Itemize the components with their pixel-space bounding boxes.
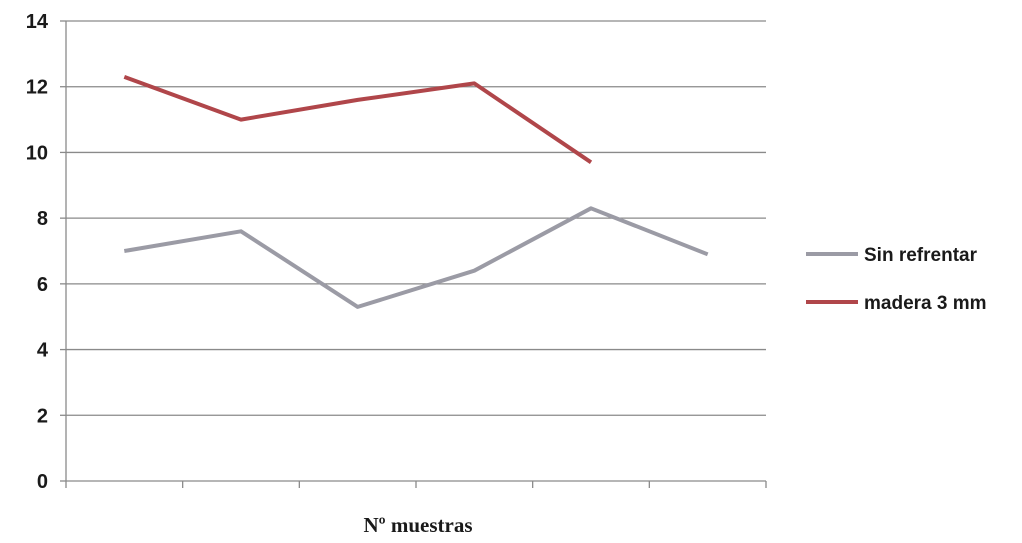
y-tick-label: 8 [37,208,48,230]
x-axis-ticks [65,481,767,488]
series-line-1 [123,75,593,164]
legend-label-1: madera 3 mm [864,293,987,314]
y-tick-label: 6 [37,274,48,296]
y-tick-label: 4 [37,340,49,362]
y-tick-label: 0 [37,471,48,493]
y-tick-label: 2 [37,405,48,427]
y-axis-ticks: 0 2 4 6 8 10 12 14 [26,11,66,493]
y-tick-label: 14 [26,11,49,33]
legend-label-0: Sin refrentar [864,245,978,266]
y-tick-label: 10 [26,142,48,164]
gridlines [66,20,766,416]
legend: Sin refrentar madera 3 mm [806,245,987,314]
y-tick-label: 12 [26,77,48,99]
series-lines [123,75,709,309]
x-axis-title: Nº muestras [364,513,473,537]
series-line-0 [123,206,709,309]
